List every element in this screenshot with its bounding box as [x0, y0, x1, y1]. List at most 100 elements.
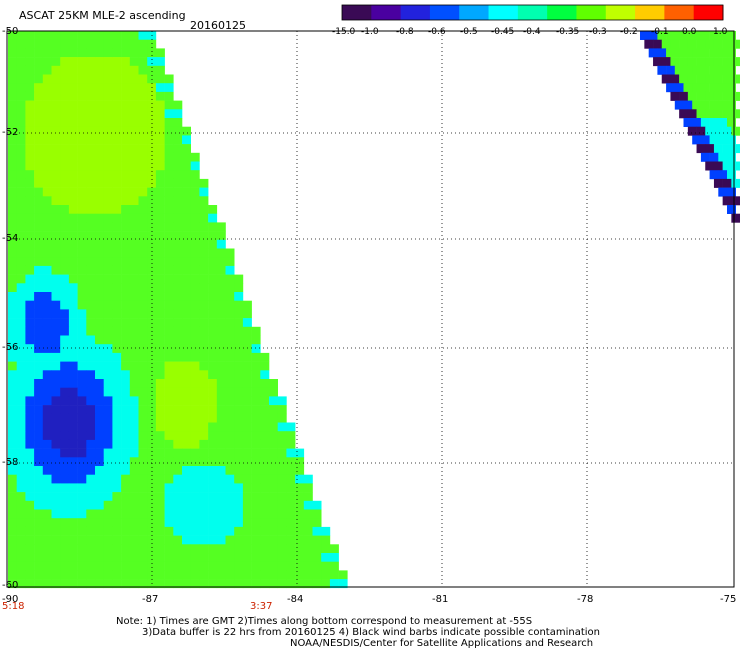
data-cell	[234, 457, 244, 467]
data-cell	[164, 352, 174, 362]
data-cell	[260, 370, 270, 380]
data-cell	[121, 361, 131, 371]
data-cell	[182, 570, 191, 580]
data-cell	[277, 448, 287, 458]
data-cell	[303, 492, 313, 502]
data-cell	[42, 448, 52, 458]
data-cell	[95, 126, 104, 136]
data-cell	[208, 544, 218, 554]
data-cell	[8, 553, 17, 562]
data-cell	[722, 196, 732, 206]
data-cell	[77, 31, 87, 40]
data-cell	[648, 48, 658, 58]
colorbar-swatch	[635, 5, 665, 20]
data-cell	[173, 439, 183, 449]
data-cell	[86, 448, 96, 458]
data-cell	[51, 509, 61, 519]
data-cell	[86, 370, 96, 380]
data-cell	[129, 31, 139, 40]
data-cell	[8, 31, 17, 40]
data-cell	[16, 405, 26, 415]
data-cell	[138, 474, 148, 484]
data-cell	[95, 196, 104, 206]
data-cell	[321, 526, 331, 536]
data-cell	[718, 100, 728, 110]
data-cell	[34, 205, 44, 214]
data-cell	[138, 553, 148, 562]
data-cell	[95, 457, 104, 467]
data-cell	[112, 74, 122, 84]
data-cell	[77, 509, 87, 519]
data-cell	[8, 196, 17, 206]
data-cell	[277, 518, 287, 528]
data-cell	[683, 118, 693, 127]
data-cell	[86, 283, 96, 293]
data-cell	[8, 309, 17, 319]
data-cell	[60, 335, 70, 345]
data-cell	[42, 74, 52, 84]
data-cell	[190, 205, 200, 214]
data-cell	[155, 483, 165, 493]
data-cell	[95, 396, 104, 406]
data-cell	[173, 283, 183, 293]
data-cell	[121, 222, 131, 232]
data-cell	[25, 74, 35, 84]
data-cell	[173, 274, 183, 284]
data-cell	[68, 579, 78, 589]
data-cell	[60, 439, 70, 449]
data-cell	[95, 109, 104, 119]
data-cell	[8, 509, 17, 519]
data-cell	[312, 518, 322, 528]
data-cell	[129, 405, 139, 415]
data-cell	[34, 309, 44, 319]
data-cell	[199, 387, 209, 397]
data-cell	[147, 65, 157, 75]
data-cell	[16, 561, 26, 571]
data-cell	[42, 170, 52, 180]
data-cell	[173, 344, 183, 354]
data-cell	[696, 74, 706, 84]
data-cell	[242, 518, 252, 528]
data-cell	[34, 492, 44, 502]
data-cell	[8, 83, 17, 93]
data-cell	[25, 352, 35, 362]
data-cell	[8, 387, 17, 397]
data-cell	[95, 31, 104, 40]
data-cell	[709, 100, 719, 110]
data-cell	[34, 544, 44, 554]
data-cell	[121, 65, 131, 75]
data-cell	[95, 178, 104, 188]
data-cell	[129, 335, 139, 345]
data-cell	[34, 448, 44, 458]
data-cell	[182, 422, 191, 432]
data-cell	[155, 553, 165, 562]
data-cell	[16, 239, 26, 249]
data-cell	[674, 65, 684, 75]
data-cell	[147, 57, 157, 67]
data-cell	[182, 161, 191, 171]
data-cell	[60, 126, 70, 136]
data-cell	[68, 126, 78, 136]
data-cell	[42, 352, 52, 362]
data-cell	[234, 352, 244, 362]
data-cell	[138, 561, 148, 571]
data-cell	[51, 535, 61, 545]
data-cell	[86, 170, 96, 180]
data-cell	[60, 248, 70, 258]
data-cell	[208, 483, 218, 493]
data-cell	[138, 118, 148, 127]
data-cell	[86, 387, 96, 397]
colorbar-label: -0.2	[620, 27, 638, 37]
data-cell	[182, 396, 191, 406]
data-cell	[199, 579, 209, 589]
map-date: 20160125	[190, 19, 246, 32]
data-cell	[51, 74, 61, 84]
data-cell	[321, 579, 331, 589]
data-cell	[42, 205, 52, 214]
data-cell	[95, 100, 104, 110]
data-cell	[338, 570, 348, 580]
data-cell	[16, 300, 26, 310]
data-cell	[103, 344, 113, 354]
data-cell	[121, 561, 131, 571]
data-cell	[68, 222, 78, 232]
